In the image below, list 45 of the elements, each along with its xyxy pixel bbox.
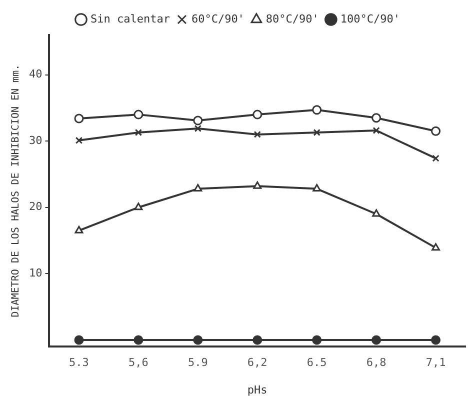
point: [372, 126, 380, 134]
point: [312, 105, 322, 115]
point: [372, 113, 382, 123]
point: [372, 209, 381, 217]
point: [312, 184, 322, 192]
point: [193, 116, 203, 126]
point: [254, 130, 261, 138]
point: [75, 136, 83, 144]
y-tick-label: 40: [28, 68, 42, 81]
y-axis-title: DIAMETRO DE LOS HALOS DE INHIBICION EN mm.: [10, 64, 22, 318]
point: [134, 202, 143, 210]
point: [134, 128, 142, 136]
point: [252, 335, 262, 345]
point: [253, 181, 262, 189]
point: [432, 154, 440, 162]
point: [194, 184, 202, 192]
legend-label: 60°C/90': [191, 12, 244, 26]
y-tick-label: 10: [28, 266, 42, 280]
x-tick-label: 6,8: [366, 356, 386, 370]
point: [134, 335, 144, 345]
x-axis-title: pHs: [247, 383, 268, 396]
x-tick-label: 7,1: [426, 356, 446, 370]
y-tick-label: 20: [28, 200, 42, 214]
point: [74, 114, 84, 124]
x-tick-label: 5.9: [188, 356, 208, 370]
legend-label: Sin calentar: [90, 12, 170, 26]
legend-label: 80°C/90': [266, 12, 319, 26]
x-tick-label: 6.5: [306, 356, 327, 370]
x-tick-label: 5,6: [128, 356, 148, 370]
point: [372, 335, 382, 345]
x-tick-label: 6,2: [247, 356, 268, 370]
y-tick-label: 30: [28, 134, 42, 147]
legend-label: 100°C/90': [340, 12, 400, 26]
point: [312, 335, 322, 345]
point: [313, 128, 320, 136]
point: [431, 335, 441, 345]
point: [194, 124, 202, 132]
x-tick-label: 5.3: [69, 356, 89, 370]
point: [252, 110, 262, 120]
point: [432, 243, 440, 251]
point: [431, 126, 441, 136]
point: [74, 226, 84, 234]
point: [74, 335, 84, 345]
point: [193, 335, 203, 345]
point: [134, 110, 144, 120]
